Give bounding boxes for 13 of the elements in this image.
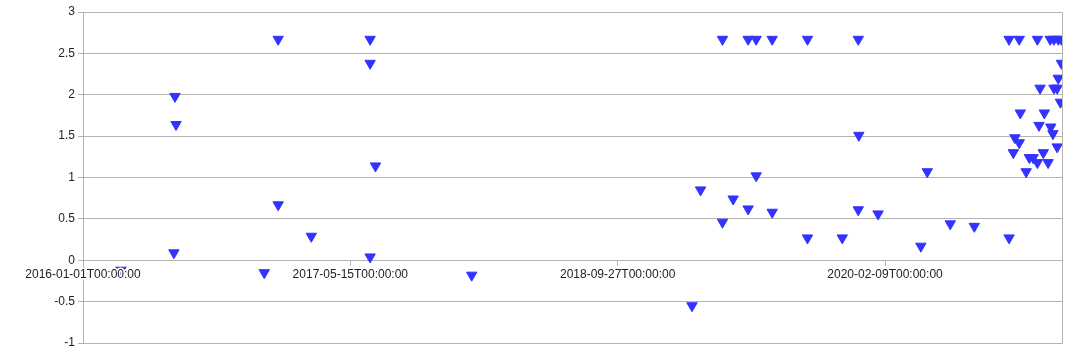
y-tick-label: 1.5 [58,128,76,143]
y-tick-label: 2 [68,87,76,102]
y-tick-label: 3 [68,4,76,19]
y-tick-label: -0.5 [54,293,76,308]
x-tick-label: 2018-09-27T00:00:00 [559,266,676,281]
y-tick-label: 0.5 [58,211,76,226]
y-tick-label: -1 [64,335,76,350]
y-tick-label: 0 [68,252,76,267]
y-tick-label: 2.5 [58,45,76,60]
x-tick-label: 2020-02-09T00:00:00 [827,266,944,281]
x-tick-label: 2016-01-01T00:00:00 [25,266,142,281]
x-tick-label: 2017-05-15T00:00:00 [292,266,409,281]
y-tick-label: 1 [68,169,76,184]
